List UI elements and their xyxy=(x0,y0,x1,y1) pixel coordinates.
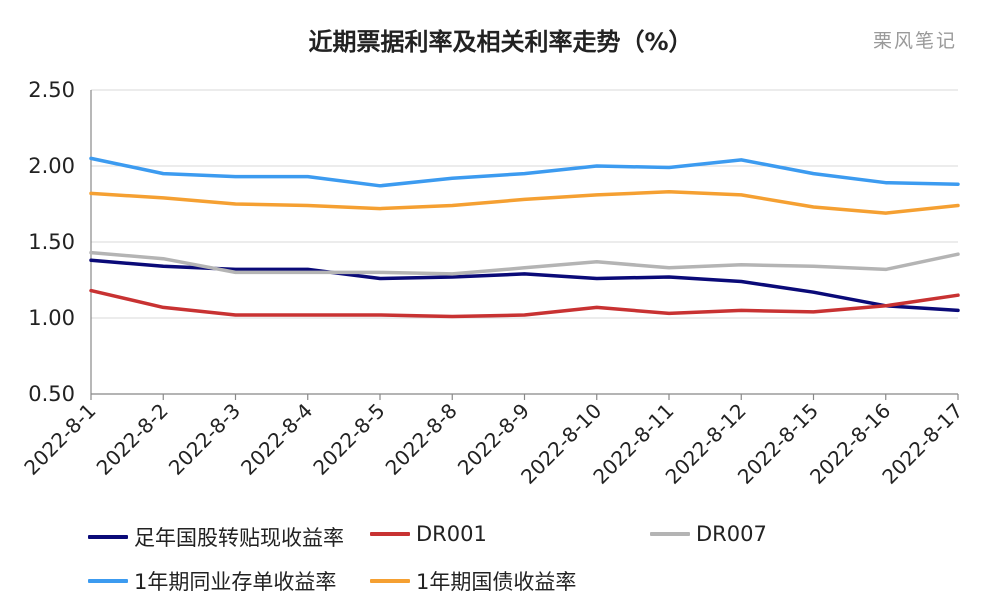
legend-swatch xyxy=(370,579,410,583)
x-tick-labels: 2022-8-12022-8-22022-8-32022-8-42022-8-5… xyxy=(19,399,967,489)
legend-label: DR007 xyxy=(696,522,767,546)
series-line-2 xyxy=(89,250,960,276)
legend-item-1: DR001 xyxy=(370,522,487,546)
series-line-4 xyxy=(89,190,960,215)
legend-label: 足年国股转贴现收益率 xyxy=(134,526,344,550)
legend-label: 1年期同业存单收益率 xyxy=(134,570,337,594)
y-tick-label: 1.00 xyxy=(28,306,75,330)
series-line-3 xyxy=(89,156,960,188)
x-tick-label: 2022-8-4 xyxy=(236,399,317,480)
legend-label: DR001 xyxy=(416,522,487,546)
y-tick-label: 1.50 xyxy=(28,230,75,254)
x-tick-label: 2022-8-8 xyxy=(381,399,462,480)
x-tick-label: 2022-8-5 xyxy=(308,399,389,480)
gridlines xyxy=(91,89,958,319)
legend-item-4: 1年期国债收益率 xyxy=(370,566,576,596)
legend-swatch xyxy=(650,532,690,536)
x-tick-label: 2022-8-1 xyxy=(19,399,100,480)
y-tick-label: 2.00 xyxy=(28,154,75,178)
axes xyxy=(90,90,959,400)
watermark: 栗风笔记 xyxy=(872,30,957,52)
y-tick-label: 2.50 xyxy=(28,78,75,102)
x-tick-label: 2022-8-2 xyxy=(92,399,173,480)
x-tick-label: 2022-8-3 xyxy=(164,399,245,480)
series-line-1 xyxy=(89,288,960,319)
legend-swatch xyxy=(88,535,128,539)
series-line-0 xyxy=(89,258,960,313)
series-lines xyxy=(89,156,960,319)
chart-title: 近期票据利率及相关利率走势（%） xyxy=(308,28,693,56)
y-tick-label: 0.50 xyxy=(28,382,75,406)
legend-swatch xyxy=(370,532,410,536)
legend-swatch xyxy=(88,579,128,583)
legend-item-2: DR007 xyxy=(650,522,767,546)
y-tick-labels: 2.50 2.00 1.50 1.00 0.50 xyxy=(28,78,75,406)
legend-item-0: 足年国股转贴现收益率 xyxy=(88,522,344,552)
legend-label: 1年期国债收益率 xyxy=(416,570,577,594)
legend-item-3: 1年期同业存单收益率 xyxy=(88,566,336,596)
